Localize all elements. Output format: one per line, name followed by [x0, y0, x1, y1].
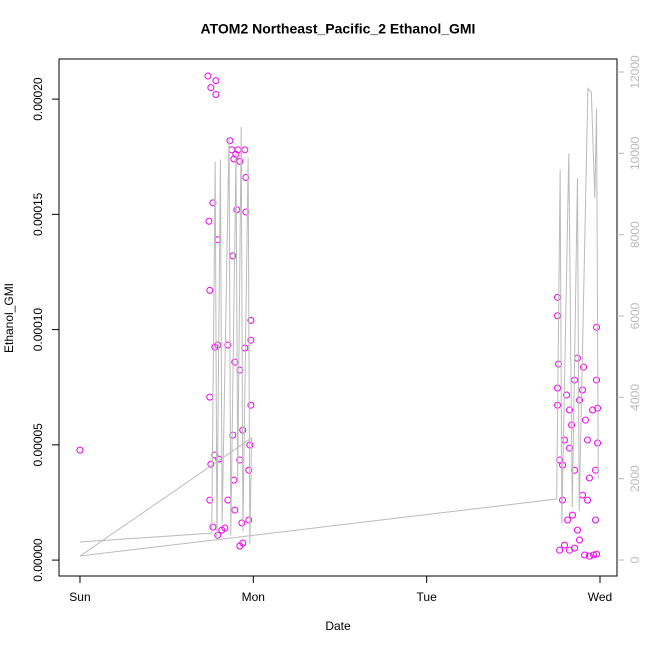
x-axis-label: Date	[325, 619, 351, 633]
point	[230, 155, 238, 163]
y2-tick-label: 12000	[628, 55, 642, 89]
point	[584, 496, 592, 504]
point	[205, 217, 213, 225]
point	[560, 541, 568, 549]
point	[593, 376, 601, 384]
point	[593, 550, 601, 558]
y-tick-label: 0.00015	[31, 192, 45, 236]
point	[241, 344, 249, 352]
point	[214, 531, 222, 539]
point	[556, 546, 564, 554]
y2-tick-label: 8000	[628, 221, 642, 248]
point	[563, 391, 571, 399]
point	[236, 157, 244, 165]
x-tick-label: Wed	[588, 590, 612, 604]
point	[212, 90, 220, 98]
point	[206, 496, 214, 504]
point	[554, 312, 562, 320]
line-series	[79, 86, 599, 557]
point	[554, 293, 562, 301]
point	[226, 137, 234, 145]
point	[242, 208, 250, 216]
point	[590, 551, 598, 559]
point	[576, 536, 584, 544]
plot-frame	[58, 58, 618, 577]
point	[233, 206, 241, 214]
y2-tick-label: 0	[628, 556, 642, 563]
point	[221, 524, 229, 532]
point	[576, 396, 584, 404]
point	[238, 519, 246, 527]
y2-tick-label: 4000	[628, 384, 642, 411]
point	[585, 552, 593, 560]
y-tick-label: 0.00005	[31, 423, 45, 467]
point	[564, 516, 572, 524]
x-tick-label: Tue	[417, 590, 438, 604]
point	[224, 496, 232, 504]
point	[247, 336, 255, 344]
point	[236, 542, 244, 550]
point	[584, 436, 592, 444]
x-tick-label: Mon	[242, 590, 265, 604]
point	[245, 516, 253, 524]
y-tick-label: 0.00010	[31, 308, 45, 352]
y-tick-label: 0.00000	[31, 538, 45, 582]
point	[206, 286, 214, 294]
point	[593, 323, 601, 331]
point	[242, 173, 250, 181]
point	[209, 523, 217, 531]
point	[592, 516, 600, 524]
point	[594, 439, 602, 447]
chart-title: ATOM2 Northeast_Pacific_2 Ethanol_GMI	[201, 21, 476, 37]
point	[247, 401, 255, 409]
point	[231, 358, 239, 366]
point	[566, 444, 574, 452]
y-tick-label: 0.00020	[31, 77, 45, 121]
point	[76, 446, 84, 454]
point	[207, 84, 215, 92]
point	[579, 386, 587, 394]
point	[571, 544, 579, 552]
point	[560, 436, 568, 444]
point	[241, 146, 249, 154]
point	[585, 474, 593, 482]
point	[592, 466, 600, 474]
point	[568, 511, 576, 519]
point	[231, 506, 239, 514]
x-tick-label: Sun	[69, 590, 90, 604]
point	[206, 393, 214, 401]
point	[573, 526, 581, 534]
point	[204, 72, 212, 80]
point	[573, 354, 581, 362]
y2-tick-label: 6000	[628, 302, 642, 329]
point	[247, 316, 255, 324]
y2-tick-label: 2000	[628, 465, 642, 492]
point	[209, 199, 217, 207]
point	[245, 466, 253, 474]
y2-tick-label: 10000	[628, 136, 642, 170]
point	[579, 491, 587, 499]
point	[580, 363, 588, 371]
point	[212, 77, 220, 85]
point	[566, 406, 574, 414]
y-axis-label: Ethanol_GMI	[2, 283, 16, 353]
point	[581, 551, 589, 559]
point	[581, 416, 589, 424]
